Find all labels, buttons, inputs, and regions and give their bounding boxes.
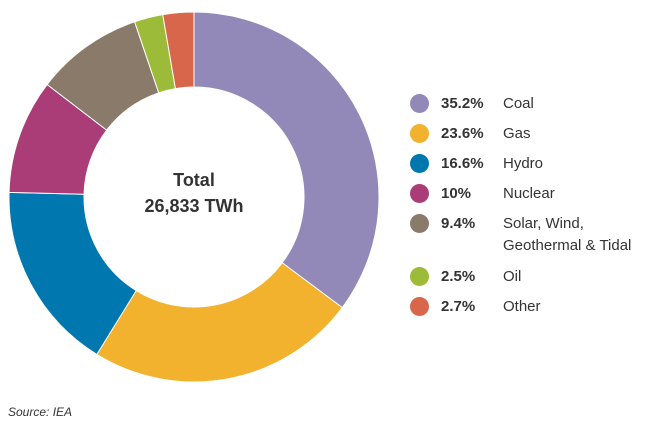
legend-item: 2.5% Oil <box>410 267 650 297</box>
legend-swatch <box>410 214 429 233</box>
center-label-line2: 26,833 TWh <box>144 196 243 216</box>
legend-swatch <box>410 124 429 143</box>
legend-label-line: Other <box>503 298 541 315</box>
legend: 35.2% Coal 23.6% Gas 16.6% Hydro 10% Nuclear 9.4… <box>410 94 650 327</box>
legend-label-line: Gas <box>503 125 531 142</box>
legend-swatch <box>410 267 429 286</box>
legend-label-line: Oil <box>503 268 522 285</box>
legend-label-line: Coal <box>503 95 534 112</box>
legend-item: 10% Nuclear <box>410 184 650 214</box>
legend-percent: 2.7% <box>441 298 476 315</box>
donut-slice-1 <box>96 262 343 383</box>
legend-swatch <box>410 154 429 173</box>
legend-swatch <box>410 184 429 203</box>
legend-label: Hydro <box>503 153 543 175</box>
donut-slice-0 <box>193 11 380 309</box>
donut-slice-6 <box>162 11 195 90</box>
legend-percent: 10% <box>441 185 472 202</box>
legend-item: 23.6% Gas <box>410 124 650 154</box>
legend-label: Nuclear <box>503 183 555 205</box>
legend-item: 9.4% Solar, Wind, Geothermal & Tidal <box>410 214 650 267</box>
legend-label: Oil <box>503 266 521 288</box>
source-note: Source: IEA <box>8 405 73 419</box>
donut-slices <box>8 11 380 383</box>
legend-item: 16.6% Hydro <box>410 154 650 184</box>
legend-label-line: Hydro <box>503 155 544 172</box>
legend-label-line: Solar, Wind, <box>503 215 584 232</box>
legend-percent: 23.6% <box>441 125 484 142</box>
legend-label: Other <box>503 296 541 318</box>
legend-swatch <box>410 297 429 316</box>
legend-swatch <box>410 94 429 113</box>
legend-percent: 2.5% <box>441 268 476 285</box>
legend-label: Solar, Wind, Geothermal & Tidal <box>503 213 631 257</box>
center-label-line1: Total <box>173 170 215 190</box>
legend-percent: 9.4% <box>441 215 476 232</box>
legend-label-line: Nuclear <box>503 185 555 202</box>
legend-item: 35.2% Coal <box>410 94 650 124</box>
legend-percent: 16.6% <box>441 155 484 172</box>
legend-label: Gas <box>503 123 531 145</box>
legend-label-line: Geothermal & Tidal <box>503 237 632 254</box>
legend-item: 2.7% Other <box>410 297 650 327</box>
legend-percent: 35.2% <box>441 95 484 112</box>
legend-label: Coal <box>503 94 534 115</box>
